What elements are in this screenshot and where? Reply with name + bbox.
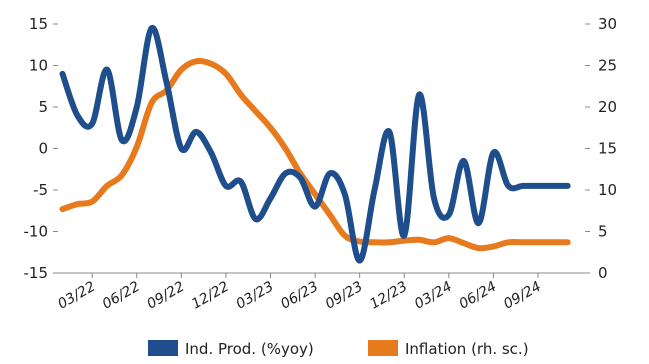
legend-item-inflation: Inflation (rh. sc.) (368, 340, 529, 358)
x-tick-label: 12/22 (189, 279, 232, 313)
left-tick-label: -15 (24, 264, 49, 282)
right-tick-label: 30 (598, 15, 617, 33)
right-tick-label: 5 (598, 223, 608, 241)
x-tick-label: 09/23 (323, 279, 366, 313)
x-tick-label: 06/24 (456, 279, 499, 313)
x-tick-label: 03/24 (412, 279, 455, 313)
left-tick-label: 10 (29, 57, 48, 75)
left-tick-label: 0 (38, 140, 48, 158)
right-tick-label: 10 (598, 181, 617, 199)
left-tick-label: 15 (29, 15, 48, 33)
series-line-ind-prod (59, 25, 571, 264)
legend-label: Inflation (rh. sc.) (405, 340, 529, 358)
x-tick-label: 09/24 (501, 279, 544, 313)
legend-swatch (368, 340, 398, 356)
right-tick-label: 20 (598, 98, 617, 116)
right-tick-label: 0 (598, 264, 608, 282)
right-tick-label: 25 (598, 57, 617, 75)
left-tick-label: -5 (33, 181, 48, 199)
left-tick-label: -10 (24, 223, 49, 241)
legend-swatch (148, 340, 178, 356)
legend-label: Ind. Prod. (%yoy) (185, 340, 314, 358)
x-tick-label: 06/23 (278, 279, 321, 313)
x-tick-label: 06/22 (100, 279, 143, 313)
series-line-inflation (59, 58, 571, 252)
x-tick-label: 03/22 (55, 279, 98, 313)
x-tick-label: 03/23 (234, 279, 277, 313)
x-tick-label: 12/23 (367, 279, 410, 313)
right-tick-label: 15 (598, 140, 617, 158)
x-tick-label: 09/22 (144, 279, 187, 313)
legend-item-ind-prod: Ind. Prod. (%yoy) (148, 340, 314, 358)
left-tick-label: 5 (38, 98, 48, 116)
